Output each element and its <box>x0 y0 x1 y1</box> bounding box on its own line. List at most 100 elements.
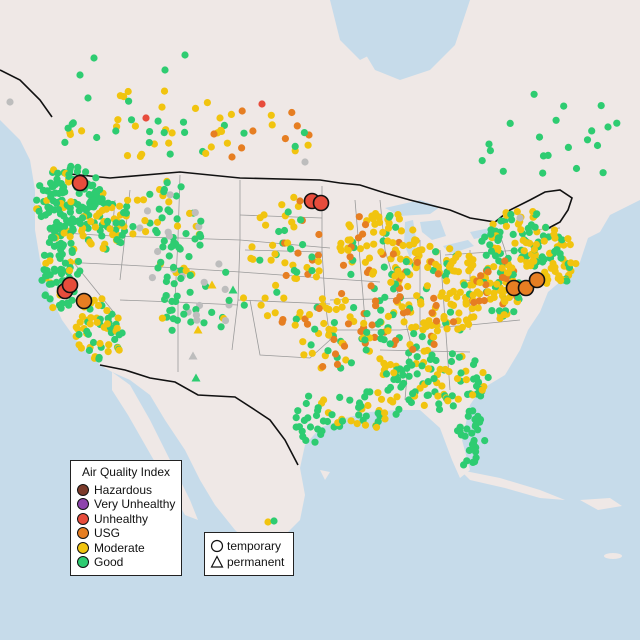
monitor-dot <box>392 223 400 231</box>
legend-item-moderate: Moderate <box>77 541 145 555</box>
monitor-dot <box>535 133 544 141</box>
monitor-dot <box>471 357 479 365</box>
monitor-dot <box>478 237 486 245</box>
monitor-dot <box>115 346 123 354</box>
monitor-dot <box>488 307 496 315</box>
monitor-dot <box>92 174 100 182</box>
monitor-dot <box>191 104 200 112</box>
monitor-dot <box>432 356 440 365</box>
monitor-dot <box>504 269 512 277</box>
monitor-dot <box>223 139 231 147</box>
monitor-dot <box>395 215 403 223</box>
monitor-dot <box>469 391 477 399</box>
monitor-dot <box>275 227 283 236</box>
monitor-dot <box>173 222 182 230</box>
monitor-dot <box>102 205 110 213</box>
monitor-dot <box>166 208 174 216</box>
monitor-dot <box>455 353 463 361</box>
monitor-dot <box>60 229 68 237</box>
monitor-dot <box>304 414 312 422</box>
monitor-dot <box>305 311 314 319</box>
monitor-dot <box>104 348 112 356</box>
monitor-dot <box>520 247 528 255</box>
monitor-dot <box>176 245 184 253</box>
monitor-dot <box>542 223 550 231</box>
monitor-dot <box>380 359 388 367</box>
monitor-dot <box>355 213 363 221</box>
monitor-dot <box>216 114 224 122</box>
legend-label: Very Unhealthy <box>94 497 176 511</box>
monitor-dot <box>338 290 346 298</box>
monitor-dot <box>386 340 394 348</box>
legend-label: Moderate <box>94 541 145 555</box>
monitor-dot <box>363 328 371 336</box>
monitor-dot <box>291 321 299 329</box>
monitor-dot <box>167 243 175 251</box>
monitor-dot <box>475 297 483 305</box>
legend-swatch <box>77 484 89 496</box>
temporary-monitor-circle <box>312 194 330 212</box>
monitor-dot <box>318 295 326 303</box>
monitor-dot <box>510 247 518 255</box>
monitor-dot <box>207 143 215 151</box>
monitor-dot <box>195 223 203 231</box>
monitor-dot <box>468 305 476 313</box>
legend-item-temporary: temporary <box>210 539 281 553</box>
temporary-monitor-circle <box>517 279 535 297</box>
monitor-dot <box>84 224 92 232</box>
monitor-dot <box>291 142 299 150</box>
monitor-dot <box>453 375 462 383</box>
monitor-dot <box>463 457 471 465</box>
monitor-dot <box>95 355 103 363</box>
monitor-dot <box>161 66 169 74</box>
monitor-dot <box>493 280 501 288</box>
monitor-dot <box>158 314 166 322</box>
monitor-dot <box>315 304 323 313</box>
monitor-dot <box>384 237 392 245</box>
monitor-dot <box>103 320 111 328</box>
monitor-dot <box>363 242 371 250</box>
monitor-dot <box>82 206 90 214</box>
monitor-dot <box>480 297 488 305</box>
monitor-dot <box>357 402 365 410</box>
monitor-dot <box>443 325 451 333</box>
monitor-dot <box>56 223 64 231</box>
monitor-dot <box>307 341 315 349</box>
temporary-monitors <box>56 174 546 310</box>
monitor-dot <box>78 214 87 222</box>
monitor-dot <box>460 281 468 289</box>
monitor-dot <box>599 169 607 177</box>
monitor-dot <box>430 294 438 302</box>
permanent-monitor-triangle <box>188 351 198 360</box>
monitor-dot <box>436 365 444 373</box>
monitor-dot <box>169 315 177 323</box>
monitor-dot <box>168 297 176 305</box>
monitor-dot <box>170 280 178 288</box>
monitor-dot <box>82 168 90 176</box>
monitor-dot <box>377 248 385 256</box>
monitor-dot <box>478 386 486 394</box>
monitor-dot <box>447 300 455 308</box>
monitor-dot <box>124 87 132 96</box>
monitor-dot <box>482 251 490 259</box>
monitor-dot <box>418 362 426 370</box>
legend-title: Air Quality Index <box>81 465 171 479</box>
monitor-dot <box>361 221 370 229</box>
monitor-dot <box>497 217 505 225</box>
monitor-dot <box>290 193 298 201</box>
monitor-dot <box>613 119 621 127</box>
monitor-dot <box>540 237 548 245</box>
monitor-dot <box>424 378 432 386</box>
monitor-dot <box>403 268 411 276</box>
monitor-dot <box>94 301 103 310</box>
monitor-dot <box>404 282 412 291</box>
monitor-dot <box>129 223 137 231</box>
monitor-dot <box>269 241 277 249</box>
monitor-dot <box>551 263 559 271</box>
legend-label: Good <box>94 555 124 569</box>
hudson-bay-water <box>360 0 470 80</box>
monitor-dot <box>294 202 302 210</box>
monitor-dot <box>443 277 451 285</box>
monitor-dot <box>523 262 531 270</box>
monitor-dot <box>306 423 315 431</box>
